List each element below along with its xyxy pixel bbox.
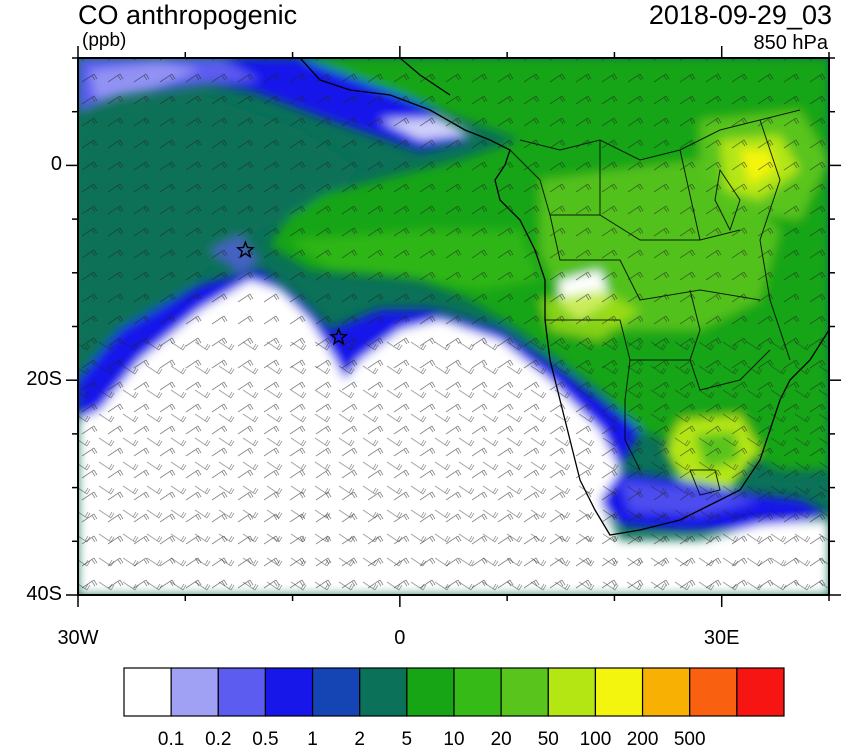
colorbar-label: 2 [354,729,365,750]
colorbar-swatch [123,667,172,717]
colorbar-swatch [359,667,408,717]
x-tick-label: 30E [703,627,740,649]
colorbar-swatch [217,667,267,717]
y-tick-label: 20S [26,368,62,391]
axis-ticks [66,46,841,607]
x-tick-label: 0 [394,627,406,649]
colorbar-label: 1 [307,729,318,750]
star-marker [235,240,255,259]
map-title: CO anthropogenic [78,0,298,30]
colorbar-swatch [594,667,644,717]
colorbar-label: 0.5 [252,729,279,750]
colorbar-swatch [170,667,219,717]
colorbar-swatch [453,667,502,717]
colorbar-label: 100 [579,729,612,750]
x-tick-label: 30W [57,627,99,649]
pressure-level-label: 850 hPa [753,32,828,54]
colorbar [123,667,785,717]
colorbar-swatch [406,667,455,717]
colorbar-label: 0.2 [205,729,232,750]
colorbar-label: 0.1 [157,729,185,750]
units-label: (ppb) [82,30,127,51]
colorbar-label: 10 [443,729,465,750]
datetime-label: 2018-09-29_03 [648,0,832,30]
y-tick-label: 0 [50,153,62,176]
colorbar-swatch [641,667,691,717]
y-tick-label: 40S [26,583,62,605]
colorbar-label: 20 [490,729,512,750]
colorbar-swatch [689,667,738,717]
colorbar-swatch [264,667,314,717]
colorbar-swatch [547,667,597,717]
colorbar-swatch [311,667,361,717]
colorbar-label: 5 [401,729,413,750]
concentration-field [78,58,829,595]
colorbar-label: 200 [626,729,659,750]
colorbar-swatch [500,667,549,717]
colorbar-label: 500 [673,729,706,750]
site-markers [235,240,349,346]
colorbar-label: 50 [537,729,559,750]
star-marker [329,327,349,346]
colorbar-swatch [736,667,785,717]
